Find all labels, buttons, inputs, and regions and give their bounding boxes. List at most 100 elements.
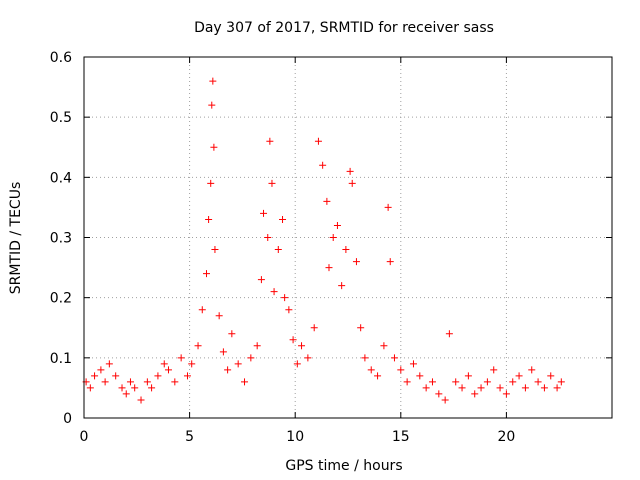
data-point	[234, 360, 242, 368]
data-point	[557, 378, 565, 386]
data-point	[143, 378, 151, 386]
x-tick-label: 10	[286, 429, 304, 445]
data-point	[264, 234, 272, 241]
y-tick-label: 0.5	[50, 110, 72, 126]
data-point	[319, 161, 327, 169]
points-layer	[82, 77, 565, 404]
data-point	[289, 336, 297, 344]
chart-title: Day 307 of 2017, SRMTID for receiver sas…	[194, 20, 494, 36]
data-point	[534, 378, 542, 386]
data-point	[105, 360, 113, 368]
data-point	[386, 258, 394, 266]
data-point	[194, 342, 202, 350]
y-tick-label: 0.2	[50, 291, 72, 307]
data-point	[211, 246, 219, 254]
data-point	[171, 378, 179, 386]
data-point	[380, 342, 388, 350]
data-point	[137, 396, 145, 404]
data-point	[329, 234, 337, 241]
data-point	[270, 288, 278, 296]
data-point	[435, 390, 443, 398]
data-point	[496, 384, 504, 392]
data-point	[118, 384, 126, 392]
x-tick-label: 5	[185, 429, 194, 445]
data-point	[253, 342, 261, 350]
data-point	[148, 384, 156, 392]
y-tick-label: 0.3	[50, 231, 72, 247]
data-point	[215, 312, 223, 320]
data-point	[323, 197, 331, 205]
data-point	[202, 270, 210, 278]
data-point	[228, 330, 236, 338]
data-point	[352, 258, 360, 266]
data-point	[509, 378, 517, 386]
data-point	[279, 215, 287, 223]
data-point	[241, 378, 249, 386]
data-point	[314, 137, 322, 145]
data-point	[403, 378, 411, 386]
y-tick-label: 0.1	[50, 351, 72, 367]
data-point	[101, 378, 109, 386]
data-point	[131, 384, 139, 392]
data-point	[515, 372, 523, 380]
data-point	[91, 372, 99, 380]
data-point	[502, 390, 510, 398]
data-point	[154, 372, 162, 380]
data-point	[177, 354, 185, 362]
data-point	[422, 384, 430, 392]
data-point	[374, 372, 382, 380]
grid-layer	[84, 57, 612, 418]
data-point	[483, 378, 491, 386]
data-point	[205, 215, 213, 223]
data-point	[367, 366, 375, 374]
data-point	[384, 203, 392, 211]
data-point	[160, 360, 168, 368]
data-point	[521, 384, 529, 392]
x-tick-label: 0	[80, 429, 89, 445]
data-point	[458, 384, 466, 392]
data-point	[390, 354, 398, 362]
data-point	[209, 77, 217, 85]
data-point	[416, 372, 424, 380]
data-point	[298, 342, 306, 350]
data-point	[274, 246, 282, 254]
data-point	[164, 366, 172, 374]
data-point	[357, 324, 365, 332]
data-point	[342, 246, 350, 254]
data-point	[257, 276, 265, 284]
data-point	[540, 384, 548, 392]
data-point	[285, 306, 293, 314]
y-tick-label: 0.6	[50, 50, 72, 66]
y-axis-label: SRMTID / TECUs	[8, 182, 24, 295]
data-point	[112, 372, 120, 380]
data-point	[452, 378, 460, 386]
data-point	[325, 264, 333, 272]
data-point	[553, 384, 561, 392]
data-point	[471, 390, 479, 398]
data-point	[219, 348, 227, 356]
data-point	[445, 330, 453, 338]
data-point	[224, 366, 232, 374]
data-point	[281, 294, 289, 302]
data-point	[441, 396, 449, 404]
data-point	[260, 209, 268, 217]
data-point	[428, 378, 436, 386]
x-axis-label: GPS time / hours	[285, 458, 402, 474]
data-point	[210, 143, 218, 151]
y-tick-label: 0.4	[50, 170, 72, 186]
data-point	[477, 384, 485, 392]
data-point	[266, 137, 274, 145]
data-point	[338, 282, 346, 290]
data-point	[268, 179, 276, 187]
data-point	[208, 101, 216, 109]
data-point	[183, 372, 191, 380]
data-point	[97, 366, 105, 374]
data-point	[490, 366, 498, 374]
data-point	[207, 179, 215, 187]
x-tick-label: 15	[392, 429, 410, 445]
data-point	[361, 354, 369, 362]
data-point	[126, 378, 134, 386]
data-point	[464, 372, 472, 380]
data-point	[86, 384, 94, 392]
